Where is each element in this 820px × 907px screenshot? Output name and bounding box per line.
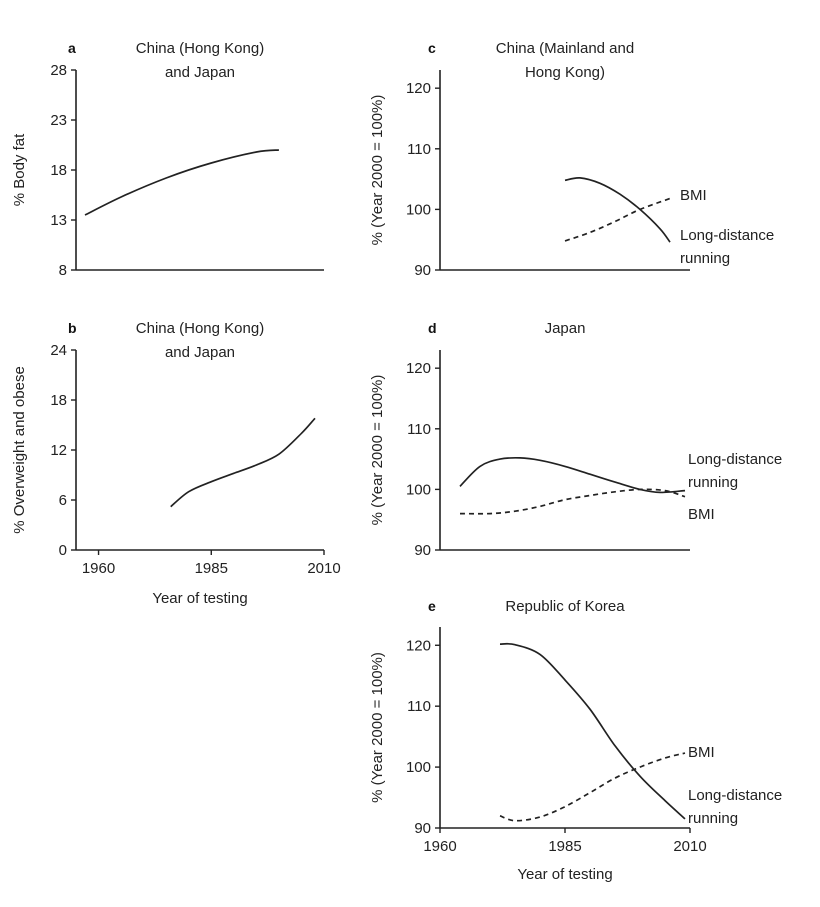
y-axis-label: % (Year 2000 = 100%) [369,652,386,803]
y-tick-label: 120 [406,80,431,97]
y-tick-label: 28 [50,62,67,79]
y-tick-label: 90 [414,262,431,279]
panel-title-line: and Japan [165,344,235,361]
series-line-running [459,456,686,494]
panel-title-line: and Japan [165,64,235,81]
y-axis-label: % Overweight and obese [11,366,28,534]
y-tick-label: 100 [406,201,431,218]
panel-b: b China (Hong Kong) and Japan 0 6 12 18 24 1960 1… [11,320,341,607]
y-tick-label: 120 [406,637,431,654]
y-tick-label: 23 [50,112,67,129]
y-tick-label: 8 [59,262,67,279]
x-axis-label: Year of testing [152,590,247,607]
series-label: Long-distance [680,227,774,244]
series-label: Long-distance [688,787,782,804]
panel-letter: b [68,320,77,336]
y-tick-label: 90 [414,542,431,559]
y-axis-label: % (Year 2000 = 100%) [369,95,386,246]
panel-c: c China (Mainland and Hong Kong) 90 100 110 12… [369,40,774,279]
panel-letter: a [68,40,76,56]
series-line-bmi [459,488,686,515]
panel-letter: c [428,40,436,56]
x-tick-label: 1960 [423,838,456,855]
x-tick-label: 1960 [82,560,115,577]
x-axis-label: Year of testing [517,866,612,883]
panel-title-line: China (Mainland and [496,40,634,57]
panel-d: d Japan 90 100 110 120 % (Year 2000 = 100%) Lon… [369,320,782,559]
y-tick-label: 6 [59,492,67,509]
x-tick-label: 1985 [195,560,228,577]
series-label: BMI [680,187,707,204]
panel-letter: e [428,598,436,614]
series-label: Long-distance [688,451,782,468]
x-tick-label: 2010 [673,838,706,855]
panel-title-line: Hong Kong) [525,64,605,81]
series-label: running [688,810,738,827]
y-tick-label: 18 [50,162,67,179]
series-label: BMI [688,506,715,523]
panel-letter: d [428,320,437,336]
panel-title-line: China (Hong Kong) [136,40,264,57]
y-tick-label: 90 [414,820,431,837]
series-line-running [84,149,279,216]
panel-e: e Republic of Korea 90 100 110 120 1960 1985 201… [369,598,782,883]
series-line-running [564,176,671,243]
y-tick-label: 18 [50,392,67,409]
panel-title-line: Republic of Korea [505,598,625,615]
panel-title-line: Japan [545,320,586,337]
y-axis-label: % (Year 2000 = 100%) [369,375,386,526]
y-tick-label: 0 [59,542,67,559]
y-axis-label: % Body fat [11,133,28,206]
series-line-bmi [564,197,671,242]
x-tick-label: 1985 [548,838,581,855]
x-tick-label: 2010 [307,560,340,577]
y-tick-label: 110 [407,141,431,158]
y-tick-label: 100 [406,481,431,498]
series-line-bmi [499,752,686,822]
y-tick-label: 12 [50,442,67,459]
y-tick-label: 120 [406,360,431,377]
y-tick-label: 24 [50,342,67,359]
series-label: BMI [688,744,715,761]
y-tick-label: 100 [406,759,431,776]
series-line-running [170,417,316,508]
series-label: running [688,474,738,491]
y-tick-label: 13 [50,212,67,229]
y-tick-label: 110 [407,421,431,438]
series-line-running [499,642,686,820]
y-tick-label: 110 [407,698,431,715]
panel-a: a China (Hong Kong) and Japan 8 13 18 23 28 % Bo… [11,40,324,279]
panel-title-line: China (Hong Kong) [136,320,264,337]
series-label: running [680,250,730,267]
